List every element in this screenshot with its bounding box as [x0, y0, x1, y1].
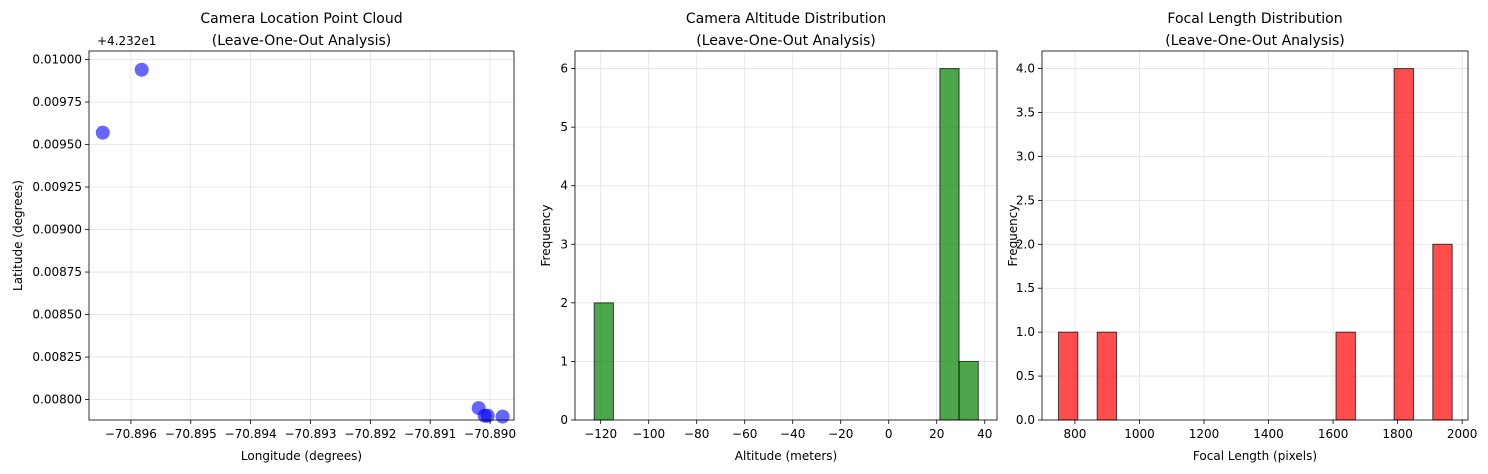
y-tick-label: 0.00875 — [32, 265, 82, 279]
chart-title-line-1: Focal Length Distribution — [1167, 11, 1342, 27]
histogram-bar — [1393, 68, 1414, 421]
y-tick-label: 0.5 — [1016, 369, 1035, 383]
y-tick-label: 0.00850 — [32, 308, 82, 322]
y-tick-label: 1 — [560, 354, 568, 368]
histogram-bar — [939, 68, 960, 421]
y-tick-label: 0.00900 — [32, 223, 82, 237]
x-tick-label: 1800 — [1382, 427, 1413, 441]
x-tick-label: −70.896 — [105, 427, 157, 441]
y-tick-label: 0.01000 — [32, 53, 82, 67]
x-tick-label: −70.891 — [404, 427, 456, 441]
data-point — [480, 408, 495, 423]
y-tick-label: 0.0 — [1016, 413, 1035, 427]
y-tick-label: 2.5 — [1016, 193, 1035, 207]
y-axis-label: Frequency — [1006, 205, 1020, 267]
histogram-panel-altitude: −120 −100 −80 −60 −40 −20 0 20 40 0 1 2 3 4 5 6 Camera … — [539, 11, 998, 463]
x-tick-label: 800 — [1063, 427, 1086, 441]
y-tick-label: 4 — [560, 179, 568, 193]
histogram-bar — [1432, 243, 1453, 421]
x-tick-label: −60 — [732, 427, 757, 441]
histogram-bar — [1057, 331, 1079, 421]
histogram-panel-focal-length: 800 1000 1200 1400 1600 1800 2000 0.0 0.5 1.0 1.5 2… — [1006, 11, 1477, 463]
y-offset-text: +4.232e1 — [97, 34, 156, 48]
scatter-panel-camera-location: −70.896 −70.895 −70.894 −70.893 −70.892 −70.8… — [11, 11, 516, 463]
y-tick-label: 3 — [560, 237, 568, 251]
x-tick-label: 40 — [977, 427, 992, 441]
x-tick-label: −100 — [632, 427, 665, 441]
y-tick-label: 0.00950 — [32, 138, 82, 152]
x-tick-label: −70.894 — [225, 427, 277, 441]
plot-area: 800 1000 1200 1400 1600 1800 2000 0.0 0.5 1.0 1.5 2… — [1016, 50, 1478, 441]
x-tick-label: −70.892 — [344, 427, 396, 441]
x-tick-label: 2000 — [1447, 427, 1478, 441]
x-tick-label: −70.890 — [464, 427, 516, 441]
x-tick-label: −120 — [584, 427, 617, 441]
y-tick-label: 2.0 — [1016, 237, 1035, 251]
x-tick-label: 1200 — [1189, 427, 1220, 441]
plot-area: −70.896 −70.895 −70.894 −70.893 −70.892 −70.8… — [32, 50, 516, 441]
chart-title-line-1: Camera Altitude Distribution — [686, 11, 886, 27]
data-point — [495, 409, 510, 424]
x-tick-label: −20 — [828, 427, 853, 441]
x-tick-label: 1000 — [1124, 427, 1155, 441]
chart-title-line-2: (Leave-One-Out Analysis) — [1165, 33, 1344, 49]
histogram-bar — [593, 302, 614, 421]
y-tick-label: 3.5 — [1016, 106, 1035, 120]
x-axis-label: Altitude (meters) — [735, 449, 837, 463]
y-tick-label: 5 — [560, 120, 568, 134]
x-tick-label: 20 — [929, 427, 944, 441]
histogram-bar — [1096, 331, 1118, 421]
chart-title-line-2: (Leave-One-Out Analysis) — [212, 33, 391, 49]
x-axis-label: Longitude (degrees) — [241, 449, 362, 463]
y-tick-label: 0.00825 — [32, 350, 82, 364]
y-axis-label: Frequency — [539, 205, 553, 267]
data-point — [95, 125, 110, 140]
plot-area: −120 −100 −80 −60 −40 −20 0 20 40 0 1 2 3 4 5 6 — [560, 50, 998, 441]
x-tick-label: −40 — [780, 427, 805, 441]
y-tick-label: 4.0 — [1016, 62, 1035, 76]
axes-frame — [574, 50, 998, 421]
chart-title-line-2: (Leave-One-Out Analysis) — [696, 33, 875, 49]
x-tick-label: −70.893 — [284, 427, 336, 441]
y-tick-label: 0 — [560, 413, 568, 427]
axes-frame — [1041, 50, 1469, 421]
x-tick-label: −70.895 — [165, 427, 217, 441]
x-tick-label: −80 — [684, 427, 709, 441]
x-tick-label: 0 — [885, 427, 893, 441]
y-tick-label: 0.00925 — [32, 180, 82, 194]
y-tick-label: 0.00800 — [32, 393, 82, 407]
y-tick-label: 1.5 — [1016, 281, 1035, 295]
data-point — [134, 62, 149, 77]
y-tick-label: 0.00975 — [32, 95, 82, 109]
x-tick-label: 1400 — [1253, 427, 1284, 441]
axes-frame — [88, 50, 515, 421]
chart-title-line-1: Camera Location Point Cloud — [200, 11, 402, 27]
x-axis-label: Focal Length (pixels) — [1193, 449, 1317, 463]
y-axis-label: Latitude (degrees) — [11, 180, 25, 291]
histogram-bar — [1335, 331, 1356, 421]
y-tick-label: 3.0 — [1016, 149, 1035, 163]
y-tick-label: 1.0 — [1016, 325, 1035, 339]
histogram-bar — [958, 360, 979, 421]
x-tick-label: 1600 — [1318, 427, 1349, 441]
y-tick-label: 2 — [560, 296, 568, 310]
y-tick-label: 6 — [560, 62, 568, 76]
